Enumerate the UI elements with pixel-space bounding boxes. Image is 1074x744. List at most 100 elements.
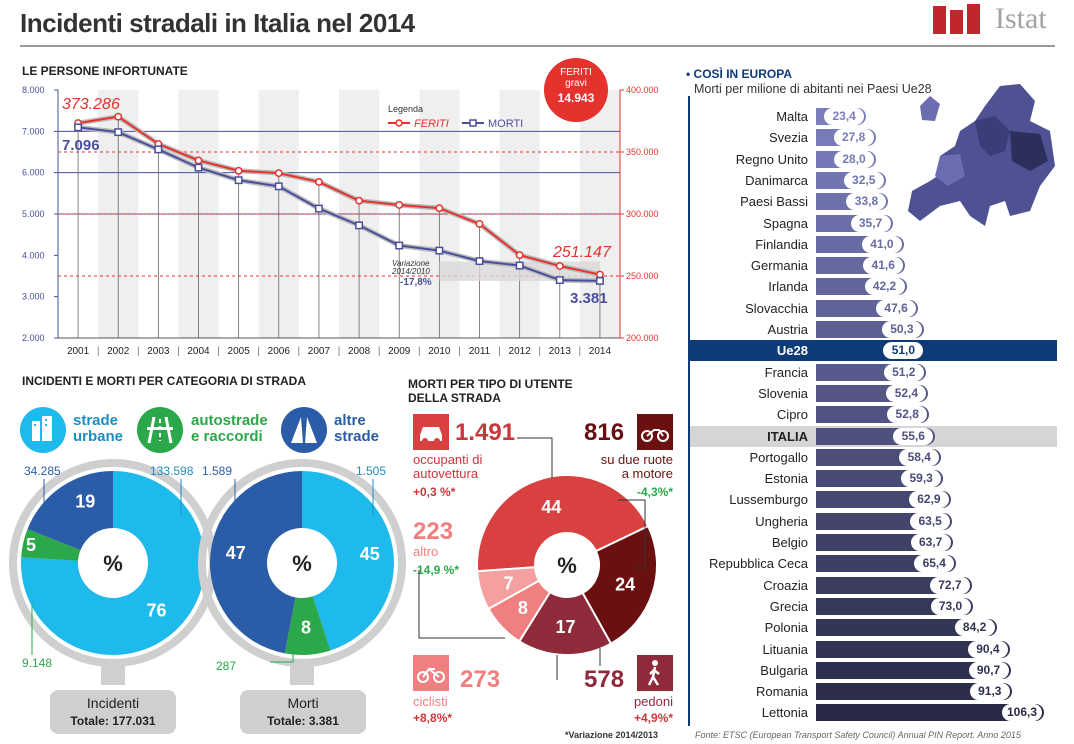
morti-point: [314, 204, 323, 213]
europa-row: Bulgaria 90,7: [690, 660, 1057, 681]
utenti-heading: MORTI PER TIPO DI UTENTE DELLA STRADA: [408, 377, 573, 405]
feriti-point: [435, 204, 444, 213]
morti-point: [515, 261, 524, 270]
left-tick-label: 5.000: [22, 209, 45, 219]
utenti-percent: %: [557, 553, 577, 578]
europa-country-label: Francia: [764, 364, 808, 380]
feriti-point: [355, 196, 364, 205]
europa-country-label: Estonia: [764, 471, 808, 487]
europa-row: Finlandia 41,0: [690, 234, 1057, 255]
europa-value-label: 84,2: [954, 619, 995, 637]
right-tick-label: 350.000: [626, 147, 659, 157]
europa-country-label: Finlandia: [755, 236, 808, 252]
europa-value-label: 63,5: [910, 512, 951, 530]
moto-label: su due ruote a motore: [600, 452, 673, 481]
europa-country-label: Paesi Bassi: [740, 194, 808, 210]
europa-row: Regno Unito 28,0: [690, 149, 1057, 170]
morti-point: [595, 276, 604, 285]
morti-count-altre: 1.589: [202, 464, 232, 478]
auto-value: 1.491: [455, 419, 516, 446]
morti-pie-stem: [290, 663, 314, 685]
europa-value-label: 73,0: [930, 597, 971, 615]
year-label: 2006: [268, 346, 291, 357]
leader-moto: [618, 499, 646, 569]
year-label: 2012: [509, 346, 532, 357]
europa-country-label: Danimarca: [745, 172, 808, 188]
morti-total-box: Morti Totale: 3.381: [240, 690, 366, 734]
europa-country-label: Lituania: [762, 641, 808, 657]
source-note: Fonte: ETSC (European Transport Safety C…: [695, 730, 1021, 740]
utenti-slice-label: 24: [615, 574, 635, 594]
year-label: 2002: [107, 346, 130, 357]
year-separator: |: [338, 346, 341, 357]
morti-pie-slice-label: 8: [301, 617, 311, 637]
car-icon: [413, 414, 449, 450]
year-separator: |: [97, 346, 100, 357]
europa-value-label: 51,2: [883, 363, 924, 381]
europa-country-label: Repubblica Ceca: [708, 556, 808, 572]
morti-count-autostrade: 287: [216, 659, 236, 673]
utenti-pie: 44 24 17 87%: [418, 437, 658, 680]
feriti-point: [234, 166, 243, 175]
europa-country-label: Lussemburgo: [729, 492, 808, 508]
europa-country-label: Malta: [776, 109, 808, 124]
europa-bar: [816, 640, 1010, 658]
feriti-point: [314, 177, 323, 186]
europa-bar: [816, 683, 1012, 701]
europa-value-label: 59,3: [901, 470, 942, 488]
pedoni-label: pedoni: [633, 694, 673, 709]
incidenti-label: Incidenti: [86, 695, 140, 711]
europa-value-label: 90,7: [968, 661, 1009, 679]
variazione-label-2: 2014/2010: [391, 267, 430, 276]
left-tick-label: 7.000: [22, 126, 45, 136]
year-label: 2001: [67, 346, 90, 357]
europa-row: ITALIA 55,6: [690, 425, 1057, 447]
europa-country-label: Germania: [750, 258, 808, 274]
legend-morti-label: MORTI: [488, 118, 523, 130]
morti-pie-slice: [302, 471, 394, 651]
europa-value-label: 41,6: [863, 257, 904, 275]
europa-value-label: 52,8: [887, 406, 928, 424]
feriti-point: [274, 169, 283, 178]
year-separator: |: [579, 346, 582, 357]
europa-country-label: Regno Unito: [735, 151, 808, 167]
europa-bar: [816, 661, 1011, 679]
year-separator: |: [458, 346, 461, 357]
strade-pies: 76 5 19% 45 8 47 % 34.285 133.598 9.148 1.589 1.505…: [9, 459, 406, 685]
europa-row: Slovenia 52,4: [690, 383, 1057, 404]
altro-value: 223: [413, 518, 454, 545]
feriti-point: [515, 251, 524, 260]
morti-point: [114, 128, 123, 137]
europa-value-label: 28,0: [834, 150, 875, 168]
morti-pie-hole: [269, 530, 335, 596]
incidenti-pie-slice: [27, 471, 113, 551]
europe-map-icon: [908, 84, 1055, 226]
left-tick-label: 4.000: [22, 250, 45, 260]
incidenti-pie-slice: [21, 529, 81, 561]
europa-value-label: 47,6: [876, 299, 917, 317]
incidenti-pie-slice: [21, 471, 206, 655]
morti-point: [234, 176, 243, 185]
ciclisti-var: +8,8%*: [413, 711, 453, 725]
incidenti-pie-slice-label: 76: [146, 600, 166, 620]
pedoni-value: 578: [584, 666, 625, 693]
leader-altro: [418, 570, 505, 639]
europa-country-label: Belgio: [771, 535, 808, 550]
morti-point: [475, 257, 484, 266]
legend-feriti-label: FERITI: [414, 118, 449, 130]
left-tick-label: 8.000: [22, 85, 45, 95]
europa-country-label: Spagna: [763, 215, 808, 231]
pedoni-var: +4,9%*: [633, 711, 673, 725]
europa-country-label: Slovacchia: [745, 300, 808, 316]
year-separator: |: [298, 346, 301, 357]
morti-point: [395, 241, 404, 250]
europa-country-label: Bulgaria: [760, 662, 808, 678]
feriti-point: [595, 270, 604, 279]
right-tick-label: 200.000: [626, 333, 659, 343]
year-label: 2014: [589, 346, 612, 357]
moto-value: 816: [584, 419, 625, 446]
footnote: *Variazione 2014/2013: [565, 730, 659, 740]
europa-row: Spagna 35,7: [690, 213, 1057, 234]
europa-value-label: 42,2: [864, 278, 905, 296]
europa-value-label: 63,7: [910, 534, 951, 551]
